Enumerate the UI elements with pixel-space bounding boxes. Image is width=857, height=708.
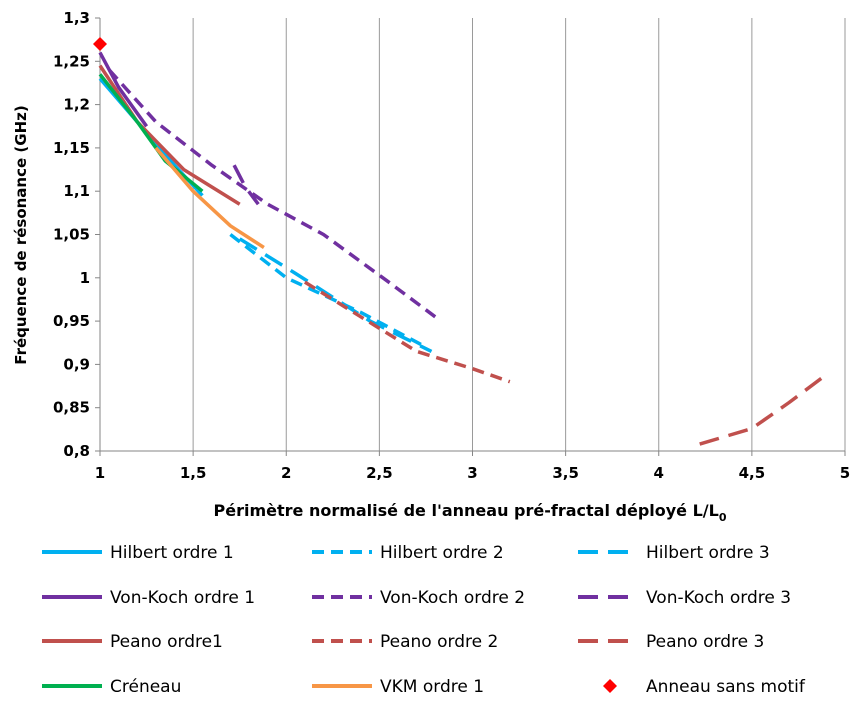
- x-tick-label: 4: [654, 464, 664, 482]
- x-tick-label: 5: [840, 464, 850, 482]
- legend-peano-ordre1-label: Peano ordre1: [110, 632, 223, 652]
- y-tick-label: 0,85: [53, 399, 90, 417]
- x-tick-label: 1: [95, 464, 105, 482]
- hilbert-ordre-3-line: [238, 237, 433, 353]
- y-tick-label: 1: [80, 269, 90, 287]
- legend-von-koch-ordre-1-label: Von-Koch ordre 1: [110, 588, 255, 608]
- y-tick-label: 1,25: [53, 52, 90, 70]
- x-axis-label-text: Périmètre normalisé de l'anneau pré-frac…: [214, 501, 719, 520]
- legend-peano-ordre-2-label: Peano ordre 2: [380, 632, 498, 652]
- legend-creneau-label: Créneau: [110, 677, 181, 697]
- x-tick-label: 3,5: [552, 464, 579, 482]
- legend: Hilbert ordre 1 Hilbert ordre 2 Hilbert or…: [42, 543, 806, 697]
- axes-layer: [95, 17, 846, 456]
- peano-ordre-2-line: [303, 280, 511, 384]
- y-tick-label: 0,8: [63, 442, 90, 460]
- hilbert-ordre-2-line: [229, 233, 427, 349]
- series-layer: [93, 36, 824, 446]
- y-tick-label: 1,3: [63, 9, 90, 27]
- grid-layer: [192, 18, 846, 451]
- y-tick-label: 0,9: [63, 355, 90, 373]
- y-tick-label: 0,95: [53, 312, 90, 330]
- von-koch-ordre-2-line: [107, 68, 437, 319]
- y-tick-label: 1,15: [53, 139, 90, 157]
- x-tick-label: 1,5: [180, 464, 207, 482]
- legend-von-koch-ordre-2-label: Von-Koch ordre 2: [380, 588, 525, 608]
- x-tick-label: 3: [467, 464, 477, 482]
- x-tick-label: 2: [281, 464, 291, 482]
- y-tick-label: 1,05: [53, 226, 90, 244]
- anneau-sans-motif-marker: [93, 36, 107, 51]
- legend-vkm-ordre-1-label: VKM ordre 1: [380, 677, 484, 697]
- legend-anneau-sans-motif-label: Anneau sans motif: [646, 677, 806, 697]
- legend-von-koch-ordre-3-label: Von-Koch ordre 3: [646, 588, 791, 608]
- creneau-line: [98, 73, 204, 193]
- y-tick-label: 1,2: [63, 96, 90, 114]
- x-axis-label: Périmètre normalisé de l'anneau pré-frac…: [214, 501, 727, 524]
- x-tick-label: 2,5: [366, 464, 393, 482]
- y-tick-label: 1,1: [63, 182, 90, 200]
- x-tick-label: 4,5: [739, 464, 766, 482]
- peano-ordre-3-line: [699, 375, 824, 446]
- legend-anneau-sans-motif-marker: [603, 679, 617, 693]
- legend-peano-ordre-3-label: Peano ordre 3: [646, 632, 764, 652]
- von-koch-ordre-1-line: [98, 51, 149, 128]
- von-koch-ordre-3-line: [232, 164, 260, 206]
- vkm-ordre-1-line: [154, 146, 265, 249]
- tick-labels-layer: 1 1,5 2 2,5 3 3,5 4 4,5 5 0,8 0,85 0,9 0,95 1 1,05 1,1 1…: [53, 9, 850, 482]
- legend-hilbert-ordre-3-label: Hilbert ordre 3: [646, 543, 770, 563]
- x-axis-label-subscript: 0: [719, 511, 727, 524]
- y-axis-label: Fréquence de résonance (GHz): [12, 105, 30, 364]
- peano-ordre1-line: [98, 64, 241, 206]
- legend-hilbert-ordre-2-label: Hilbert ordre 2: [380, 543, 504, 563]
- legend-hilbert-ordre-1-label: Hilbert ordre 1: [110, 543, 234, 563]
